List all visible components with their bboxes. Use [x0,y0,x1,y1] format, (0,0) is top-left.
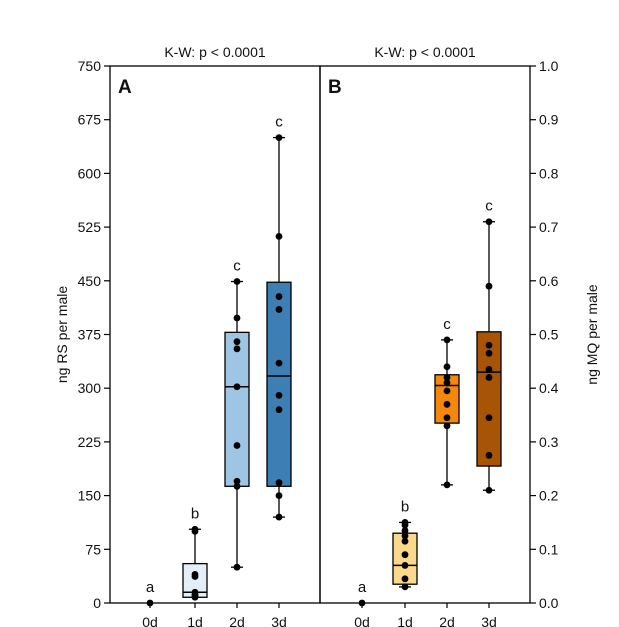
significance-letter: b [401,498,409,515]
significance-letter: c [233,258,241,275]
y-tick-label: 0 [93,595,101,611]
data-point [275,306,283,313]
data-point [401,519,409,526]
data-point [401,562,409,569]
data-point [275,492,283,499]
y-tick-label: 600 [78,165,102,181]
data-point [485,374,493,381]
data-point [485,282,493,290]
y-tick-label: 300 [78,380,102,396]
x-tick-label: 0d [142,614,158,628]
data-point [485,341,493,349]
y-tick-label: 150 [78,488,102,504]
y-tick-label: 0.8 [539,165,559,181]
x-tick-label: 1d [187,614,203,628]
y-axis-label: ng MQ per male [584,284,600,385]
data-point [485,366,493,373]
x-tick-label: 3d [271,614,287,628]
y-tick-label: 1.0 [539,58,559,74]
x-tick-label: 2d [439,614,455,628]
data-point [485,218,493,226]
data-point [485,486,493,494]
significance-letter: a [146,579,155,596]
x-tick-label: 0d [354,614,370,628]
x-tick-label: 1d [397,614,413,628]
y-tick-label: 0.2 [539,488,559,504]
data-point [275,359,283,367]
y-axis-label: ng RS per male [54,286,70,383]
data-point [191,588,199,596]
data-point [485,451,493,459]
data-point [275,513,283,521]
data-point [275,479,283,487]
y-tick-label: 450 [78,273,102,289]
data-point [233,477,241,485]
y-tick-label: 750 [78,58,102,74]
data-point [443,374,451,381]
y-tick-label: 75 [85,541,101,557]
y-tick-label: 0.9 [539,112,559,128]
data-point [401,551,409,559]
data-point [401,532,409,540]
data-point [443,379,451,387]
significance-letter: c [485,198,493,215]
significance-letter: b [191,505,199,522]
data-point [443,422,451,430]
data-point [485,414,493,422]
data-point [485,349,493,357]
panel-title-b: K-W: p < 0.0001 [374,44,476,60]
data-point [401,537,409,545]
y-tick-label: 0.5 [539,327,559,343]
y-tick-label: 375 [78,327,102,343]
data-point [275,233,283,240]
data-point [275,293,283,300]
data-point [443,363,451,371]
data-point [275,391,283,399]
data-point [233,442,241,449]
data-point [275,134,283,142]
panel-title-a: K-W: p < 0.0001 [164,44,266,60]
y-tick-label: 0.3 [539,434,559,450]
y-tick-label: 0.7 [539,219,559,235]
y-tick-label: 0.0 [539,595,559,611]
data-point [443,400,451,408]
data-point [233,314,241,322]
data-point [443,414,451,422]
y-tick-label: 0.6 [539,273,559,289]
box-2d [224,331,250,487]
data-point [233,338,241,346]
data-point [401,583,409,591]
significance-letter: c [443,316,451,333]
data-point [191,525,199,533]
y-tick-label: 525 [78,219,102,235]
data-point [443,481,451,489]
y-tick-label: 0.4 [539,380,559,396]
data-point [401,575,409,583]
data-point [233,563,241,571]
panel-letter-a: A [118,77,132,98]
data-point [401,527,409,534]
data-point [358,599,366,607]
y-tick-label: 0.1 [539,541,559,557]
data-point [146,599,154,607]
data-point [275,406,283,414]
data-point [233,278,241,285]
data-point [191,570,199,578]
box-3d [266,281,292,487]
data-point [443,336,451,344]
y-tick-label: 225 [78,434,102,450]
x-tick-label: 2d [229,614,245,628]
y-tick-label: 675 [78,112,102,128]
significance-letter: a [358,579,367,596]
data-point [233,383,241,391]
x-tick-label: 3d [481,614,497,628]
data-point [443,387,451,395]
significance-letter: c [275,114,283,131]
data-point [233,482,241,490]
panel-letter-b: B [328,77,342,98]
data-point [233,345,241,353]
